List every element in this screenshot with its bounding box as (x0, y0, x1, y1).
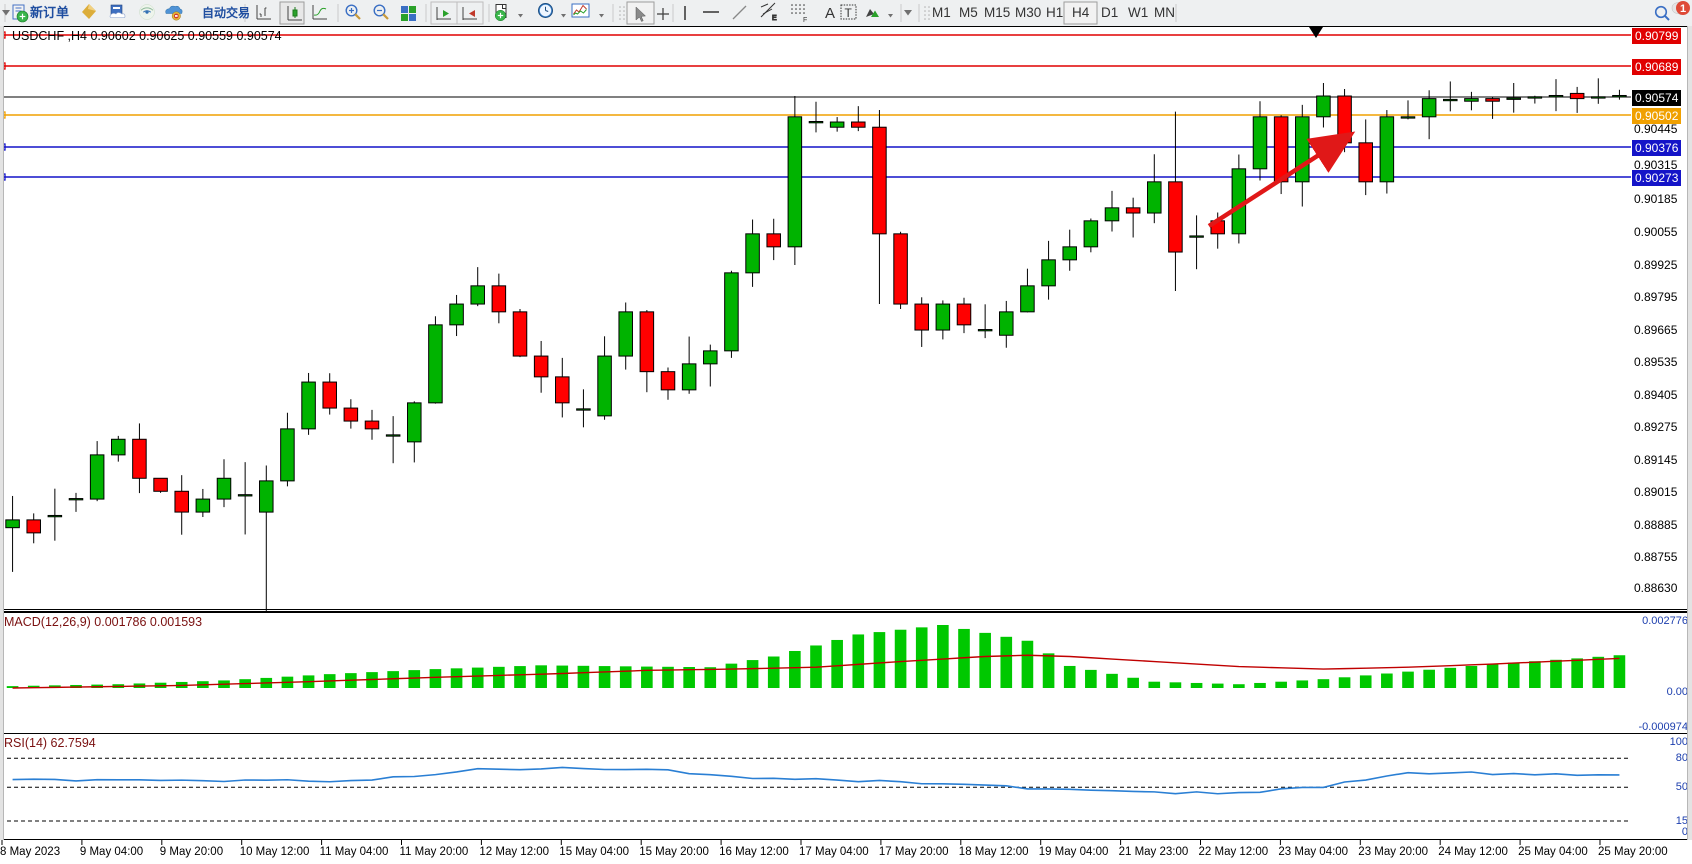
svg-text:自动交易: 自动交易 (202, 5, 250, 20)
svg-text:M1: M1 (932, 5, 951, 20)
svg-text:F: F (803, 17, 807, 24)
svg-text:新订单: 新订单 (30, 5, 69, 20)
svg-text:A: A (825, 5, 835, 22)
svg-text:M30: M30 (1015, 5, 1041, 20)
svg-text:M15: M15 (984, 5, 1010, 20)
svg-text:H1: H1 (1046, 5, 1063, 20)
svg-text:E: E (772, 15, 777, 22)
svg-text:D1: D1 (1101, 5, 1118, 20)
svg-text:H4: H4 (1072, 5, 1090, 20)
svg-text:T: T (845, 6, 853, 20)
svg-text:W1: W1 (1128, 5, 1148, 20)
svg-text:MN: MN (1154, 5, 1175, 20)
svg-text:M5: M5 (959, 5, 978, 20)
svg-text:1: 1 (1680, 3, 1686, 15)
